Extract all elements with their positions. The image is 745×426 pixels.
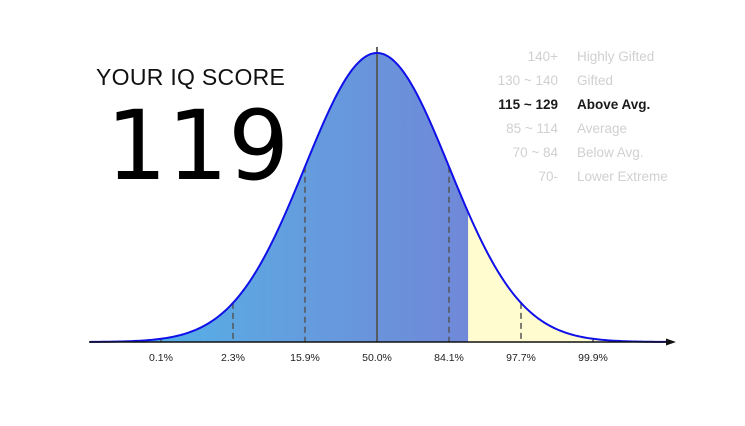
legend-range: 85 ~ 114 [506,120,558,136]
legend-range: 70 ~ 84 [512,144,558,160]
legend-row: 70- Lower Extreme [470,164,740,188]
legend-row: 140+ Highly Gifted [470,44,740,68]
x-axis [89,338,676,346]
legend-category: Above Avg. [577,96,651,112]
percentile-label: 99.9% [578,352,608,364]
legend-row: 130 ~ 140 Gifted [470,68,740,92]
legend-range: 115 ~ 129 [498,96,558,112]
iq-range-legend: 140+ Highly Gifted 130 ~ 140 Gifted 115 … [470,44,740,188]
percentile-label: 84.1% [434,352,464,364]
legend-range: 70- [538,168,558,184]
percentile-label: 97.7% [506,352,536,364]
percentile-labels: 0.1% 2.3% 15.9% 50.0% 84.1% 97.7% 99.9% [149,352,608,364]
axis-arrow-icon [666,338,676,346]
score-title: YOUR IQ SCORE [96,64,286,90]
percentile-label: 50.0% [362,352,392,364]
legend-category: Gifted [577,72,614,88]
legend-row: 70 ~ 84 Below Avg. [470,140,740,164]
percentile-label: 15.9% [290,352,320,364]
legend-range: 130 ~ 140 [497,72,558,88]
legend-category: Below Avg. [577,144,644,160]
legend-category: Average [577,120,628,136]
percentile-label: 2.3% [221,352,245,364]
score-value: 119 [106,90,290,202]
legend-row: 85 ~ 114 Average [470,116,740,140]
legend-category: Highly Gifted [577,48,655,64]
legend-category: Lower Extreme [577,168,668,184]
bell-curve-line [89,52,669,343]
legend-row: 115 ~ 129 Above Avg. [470,92,740,116]
percentile-label: 0.1% [149,352,173,364]
legend-range: 140+ [527,48,558,64]
